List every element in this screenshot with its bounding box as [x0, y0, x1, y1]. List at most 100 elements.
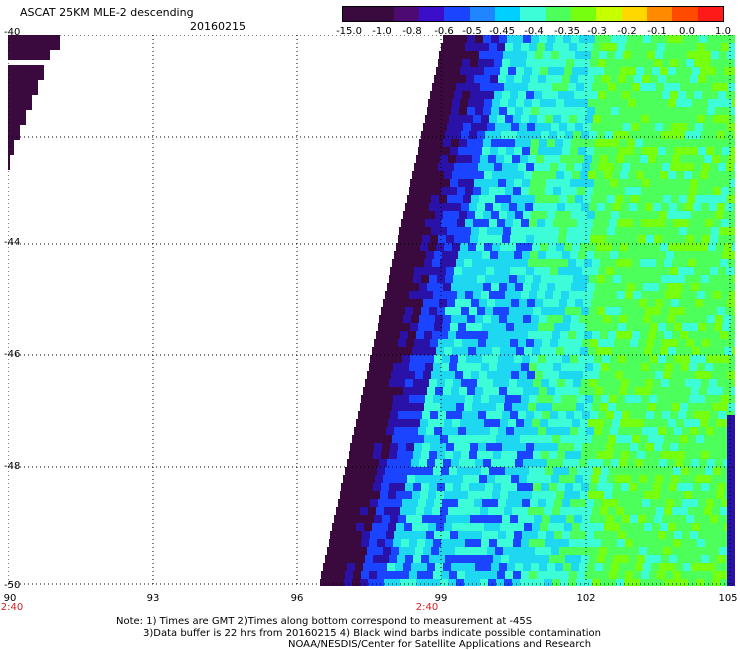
swath-cell — [472, 155, 480, 163]
swath-cell — [586, 251, 594, 259]
swath-cell — [538, 499, 546, 507]
swath-cell — [503, 123, 511, 131]
swath-cell — [636, 419, 644, 427]
swath-cell — [454, 163, 462, 171]
swath-cell — [567, 371, 575, 379]
swath-cell — [660, 419, 668, 427]
swath-cell — [720, 435, 728, 443]
swath-cell — [721, 467, 729, 475]
swath-cell — [478, 91, 486, 99]
swath-cell — [398, 411, 406, 419]
swath-cell — [702, 235, 710, 243]
swath-cell — [428, 347, 436, 355]
swath-cell — [399, 227, 407, 235]
swath-cell — [652, 523, 660, 531]
swath-cell — [669, 203, 677, 211]
swath-cell — [585, 395, 593, 403]
swath-cell — [542, 515, 550, 523]
swath-cell — [470, 443, 478, 451]
swath-cell — [447, 195, 455, 203]
swath-cell — [456, 507, 464, 515]
swath-cell — [659, 387, 667, 395]
swath-cell — [682, 355, 690, 363]
swath-cell — [556, 491, 564, 499]
swath-cell — [687, 227, 695, 235]
swath-cell — [672, 83, 680, 91]
swath-cell — [644, 67, 652, 75]
swath-cell — [409, 219, 417, 227]
swath-cell — [716, 171, 724, 179]
swath-cell — [549, 307, 557, 315]
swath-cell — [512, 579, 520, 586]
swath-cell — [508, 243, 516, 251]
swath-cell — [700, 419, 708, 427]
swath-cell — [728, 259, 735, 267]
swath-cell — [647, 51, 655, 59]
color-bar-swatch — [444, 7, 470, 21]
swath-cell — [333, 555, 341, 563]
swath-cell — [631, 195, 639, 203]
swath-cell — [423, 123, 431, 131]
swath-cell — [530, 499, 538, 507]
swath-cell — [636, 347, 644, 355]
swath-cell — [396, 347, 404, 355]
swath-cell — [576, 507, 584, 515]
swath-cell — [643, 387, 651, 395]
swath-cell — [542, 443, 550, 451]
swath-cell — [340, 523, 348, 531]
swath-cell — [632, 83, 640, 91]
swath-cell — [546, 427, 554, 435]
swath-cell — [723, 387, 731, 395]
swath-cell — [701, 275, 709, 283]
swath-cell — [634, 75, 642, 83]
swath-cell — [518, 59, 526, 67]
swath-cell — [505, 539, 513, 547]
swath-cell — [471, 51, 479, 59]
swath-cell — [460, 491, 468, 499]
swath-cell — [688, 331, 696, 339]
swath-cell — [353, 539, 361, 547]
swath-cell — [527, 475, 535, 483]
swath-cell — [352, 579, 360, 586]
swath-cell — [664, 507, 672, 515]
swath-cell — [481, 115, 489, 123]
swath-cell — [436, 171, 444, 179]
swath-cell — [658, 531, 666, 539]
swath-cell — [526, 443, 534, 451]
color-bar-swatch — [368, 7, 394, 21]
swath-cell — [361, 571, 369, 579]
swath-cell — [381, 483, 389, 491]
swath-cell — [452, 347, 460, 355]
swath-cell — [575, 51, 583, 59]
swath-cell — [430, 163, 438, 171]
swath-cell — [474, 251, 482, 259]
swath-cell — [423, 371, 431, 379]
swath-cell — [401, 219, 409, 227]
swath-cell — [695, 371, 703, 379]
swath-cell — [407, 299, 415, 307]
swath-cell — [527, 195, 535, 203]
swath-cell — [393, 363, 401, 371]
swath-cell — [470, 515, 478, 523]
swath-cell — [468, 419, 476, 427]
swath-cell — [691, 283, 699, 291]
swath-cell — [572, 171, 580, 179]
swath-cell — [344, 507, 352, 515]
swath-cell — [669, 555, 677, 563]
swath-cell — [628, 171, 636, 179]
swath-cell — [478, 59, 486, 67]
swath-cell — [664, 83, 672, 91]
swath-cell — [506, 499, 514, 507]
swath-cell — [711, 547, 719, 555]
swath-cell — [553, 395, 561, 403]
swath-cell — [426, 531, 434, 539]
swath-cell — [423, 195, 431, 203]
swath-cell — [470, 235, 478, 243]
swath-cell — [500, 67, 508, 75]
swath-cell — [564, 523, 572, 531]
swath-cell — [616, 331, 624, 339]
swath-cell — [464, 331, 472, 339]
swath-cell — [422, 163, 430, 171]
swath-cell — [462, 235, 470, 243]
swath-cell — [458, 531, 466, 539]
